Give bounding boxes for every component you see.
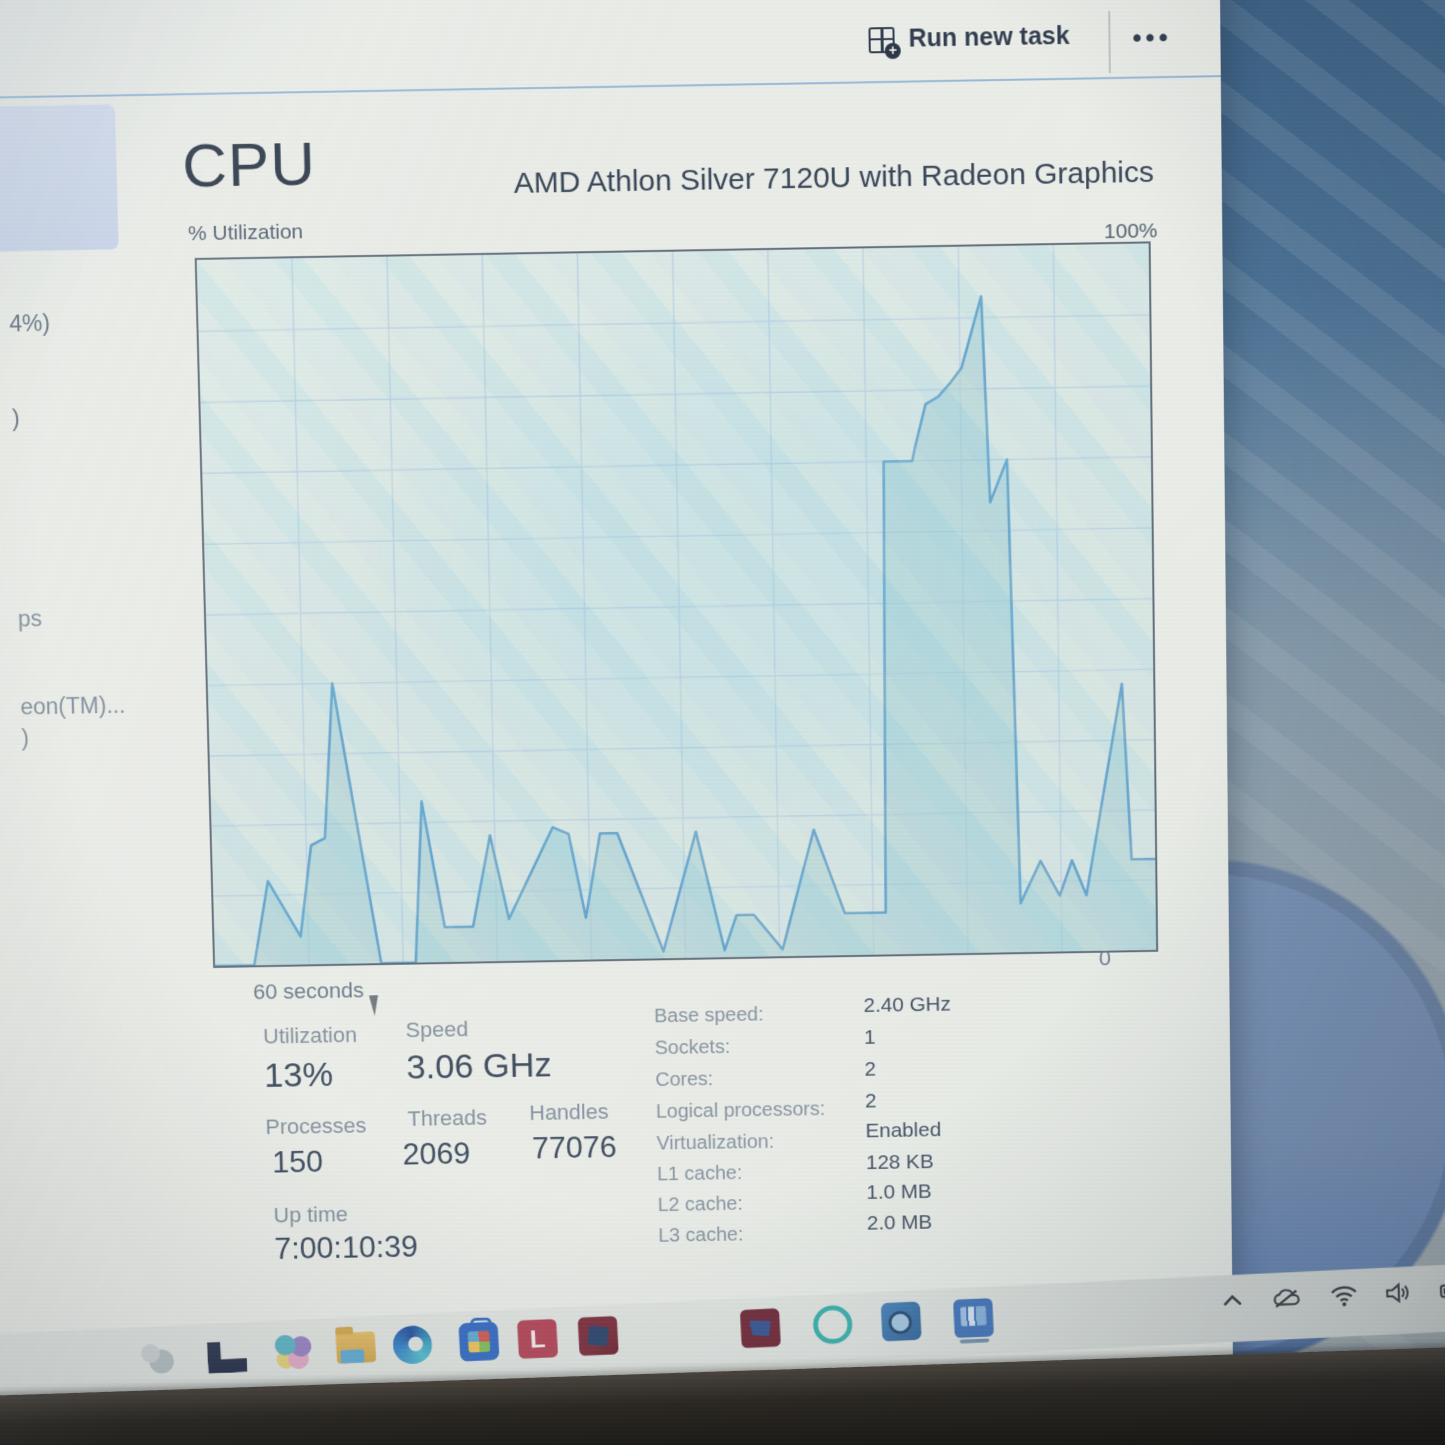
page-title: CPU — [181, 129, 317, 201]
start-icon[interactable] — [206, 1334, 247, 1374]
cpu-model-name: AMD Athlon Silver 7120U with Radeon Grap… — [513, 155, 1155, 200]
virtualization-value: Enabled — [865, 1118, 942, 1143]
camera-app-icon[interactable] — [880, 1301, 922, 1342]
l2-cache-value: 1.0 MB — [866, 1180, 932, 1204]
mouse-cursor — [368, 991, 390, 1017]
chevron-up-icon[interactable] — [1219, 1288, 1245, 1314]
photos-icon[interactable] — [272, 1330, 314, 1371]
volume-icon[interactable] — [1384, 1280, 1414, 1306]
virtualization-label: Virtualization: — [656, 1131, 775, 1155]
active-app-indicator — [959, 1338, 990, 1344]
titlebar-divider — [1108, 11, 1111, 74]
run-new-task-label: Run new task — [908, 21, 1070, 53]
speed-label: Speed — [405, 1016, 469, 1043]
speed-value: 3.06 GHz — [406, 1046, 553, 1087]
processes-label: Processes — [265, 1113, 367, 1139]
new-task-icon: + — [868, 26, 901, 59]
threads-value: 2069 — [402, 1136, 471, 1172]
cpu-utilization-chart — [194, 241, 1159, 968]
system-tray — [1219, 1277, 1445, 1314]
l2-cache-label: L2 cache: — [657, 1193, 743, 1216]
wifi-icon[interactable] — [1329, 1282, 1359, 1308]
handles-label: Handles — [529, 1099, 609, 1125]
l1-cache-value: 128 KB — [865, 1150, 934, 1174]
processes-value: 150 — [271, 1144, 324, 1180]
store-icon[interactable] — [458, 1321, 500, 1362]
sidebar-fragment-network[interactable]: ps — [17, 605, 43, 632]
logical-processors-value: 2 — [864, 1089, 877, 1113]
logical-processors-label: Logical processors: — [655, 1098, 826, 1123]
accent-separator-line — [0, 75, 1221, 100]
utilization-value: 13% — [263, 1055, 334, 1095]
sidebar-fragment-memory[interactable]: ) — [11, 405, 21, 432]
sidebar-fragment-gpu[interactable]: eon(TM)... — [20, 692, 126, 720]
sockets-label: Sockets: — [654, 1036, 731, 1060]
uptime-value: 7:00:10:39 — [273, 1229, 419, 1266]
chart-canvas — [197, 243, 1157, 967]
sidebar-fragment-gpu2[interactable]: ) — [21, 725, 30, 751]
utilization-area-fill — [197, 293, 1157, 967]
threads-label: Threads — [407, 1105, 488, 1131]
y-axis-label: % Utilization — [187, 220, 304, 246]
cores-value: 2 — [864, 1058, 877, 1081]
x-axis-right-label: 0 — [1098, 945, 1112, 971]
uptime-label: Up time — [273, 1202, 349, 1228]
widgets-icon[interactable] — [135, 1337, 178, 1378]
sidebar-item-cpu-selected[interactable] — [0, 104, 119, 253]
l1-cache-label: L1 cache: — [656, 1162, 743, 1186]
ring-app-icon[interactable] — [812, 1304, 854, 1345]
l3-cache-label: L3 cache: — [658, 1224, 744, 1247]
handles-value: 77076 — [531, 1130, 617, 1166]
cloud-offline-icon[interactable] — [1270, 1285, 1304, 1311]
task-manager-content: + Run new task ••• 4%) ) ps eon(TM)... )… — [0, 0, 1233, 1389]
base-speed-value: 2.40 GHz — [863, 993, 951, 1017]
more-options-button[interactable]: ••• — [1132, 22, 1172, 53]
sidebar-fragment-cpu-percent[interactable]: 4%) — [8, 310, 51, 337]
l3-cache-value: 2.0 MB — [866, 1211, 933, 1235]
sockets-value: 1 — [863, 1026, 876, 1049]
edge-icon[interactable] — [391, 1324, 434, 1365]
utilization-label: Utilization — [262, 1022, 358, 1049]
app-darkred-icon[interactable] — [739, 1308, 781, 1349]
task-manager-icon[interactable] — [953, 1297, 994, 1339]
app-red-l-icon[interactable]: L — [517, 1318, 559, 1359]
x-axis-left-label: 60 seconds — [252, 977, 365, 1005]
battery-icon[interactable] — [1438, 1278, 1445, 1302]
base-speed-label: Base speed: — [653, 1004, 764, 1028]
cores-label: Cores: — [655, 1068, 714, 1091]
run-new-task-button[interactable]: + Run new task — [868, 21, 1070, 59]
file-explorer-icon[interactable] — [335, 1331, 377, 1364]
app-maroon-icon[interactable] — [577, 1315, 619, 1357]
